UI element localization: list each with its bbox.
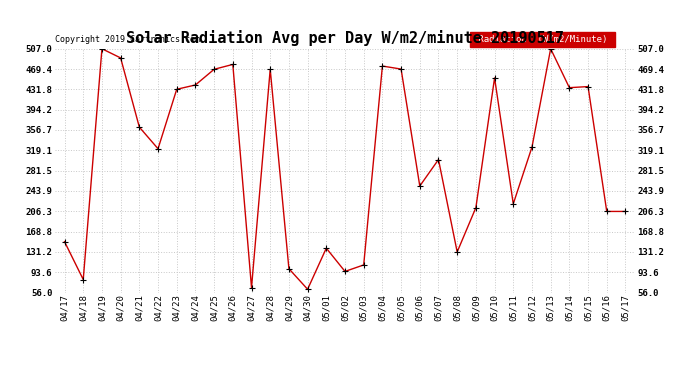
Text: Radiation  (W/m2/Minute): Radiation (W/m2/Minute): [473, 35, 612, 44]
Text: Copyright 2019 Cartronics.com: Copyright 2019 Cartronics.com: [55, 35, 200, 44]
Title: Solar Radiation Avg per Day W/m2/minute 20190517: Solar Radiation Avg per Day W/m2/minute …: [126, 30, 564, 46]
